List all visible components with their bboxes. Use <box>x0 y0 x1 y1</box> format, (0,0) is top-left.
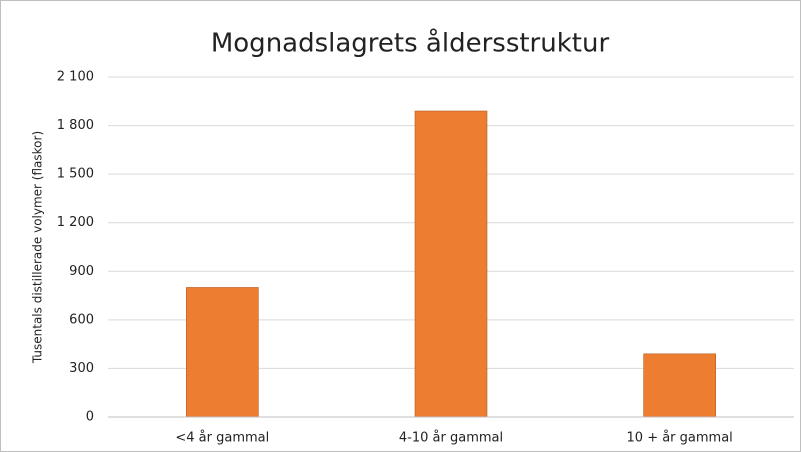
bar <box>643 353 716 418</box>
chart-title: Mognadslagrets åldersstruktur <box>211 28 610 59</box>
y-tick-label: 1 200 <box>57 215 94 230</box>
y-tick-label: 0 <box>86 410 94 425</box>
bar <box>414 110 488 418</box>
y-tick-label: 600 <box>69 312 94 327</box>
x-tick-label: 4-10 år gammal <box>399 431 503 446</box>
y-tick-label: 300 <box>69 361 94 376</box>
bar <box>186 287 259 418</box>
y-axis-label: Tusentals distillerade volymer (flaskor) <box>31 131 45 364</box>
y-tick-label: 1 500 <box>57 167 94 182</box>
x-tick-label: <4 år gammal <box>175 431 269 446</box>
y-tick-label: 2 100 <box>57 70 94 85</box>
y-tick-label: 900 <box>69 264 94 279</box>
y-tick-label: 1 800 <box>57 118 94 133</box>
x-tick-label: 10 + år gammal <box>627 431 733 446</box>
